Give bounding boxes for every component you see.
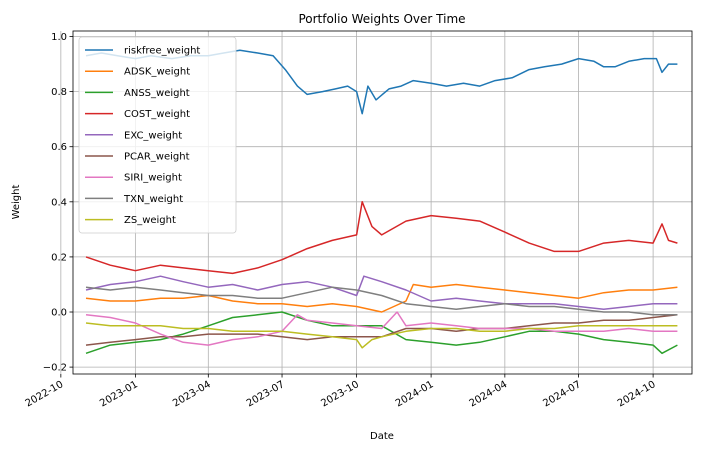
legend-box — [78, 36, 237, 234]
series-layer — [85, 49, 678, 355]
legend: riskfree_weight ADSK_weight ANSS_weight COS… — [78, 36, 237, 234]
series-line-cost-weight — [85, 201, 678, 275]
legend-items: riskfree_weight ADSK_weight ANSS_weight COS… — [85, 46, 200, 226]
y-axis-label: Weight — [11, 185, 22, 220]
y-tick-label: 0.8 — [51, 87, 67, 98]
x-axis-label: Date — [370, 431, 394, 442]
series-line-siri-weight — [85, 311, 678, 346]
y-tick-label: 0.6 — [51, 142, 67, 153]
y-tick-label: −0.2 — [43, 363, 67, 374]
series-line-exc-weight — [85, 275, 678, 311]
legend-label: riskfree_weight — [124, 46, 200, 57]
legend-label: ZS_weight — [124, 215, 176, 226]
y-tick-label: 0.0 — [51, 308, 67, 319]
plot-frame — [72, 30, 693, 375]
legend-label: SIRI_weight — [124, 173, 182, 184]
series-line-txn-weight — [85, 286, 678, 316]
series-line-zs-weight — [85, 322, 678, 349]
legend-label: EXC_weight — [124, 130, 182, 141]
legend-label: ANSS_weight — [124, 88, 190, 99]
y-tick-label: 0.4 — [51, 197, 67, 208]
chart-title: Portfolio Weights Over Time — [298, 12, 465, 26]
legend-label: ADSK_weight — [124, 67, 190, 78]
legend-label: PCAR_weight — [124, 152, 190, 163]
series-line-adsk-weight — [85, 283, 678, 313]
y-tick-label: 1.0 — [51, 32, 67, 43]
y-tick-label: 0.2 — [51, 252, 67, 263]
y-axis: −0.2 0.0 0.2 0.4 0.6 0.8 1.0 — [43, 32, 73, 374]
legend-label: TXN_weight — [123, 194, 183, 205]
legend-label: COST_weight — [124, 109, 190, 120]
